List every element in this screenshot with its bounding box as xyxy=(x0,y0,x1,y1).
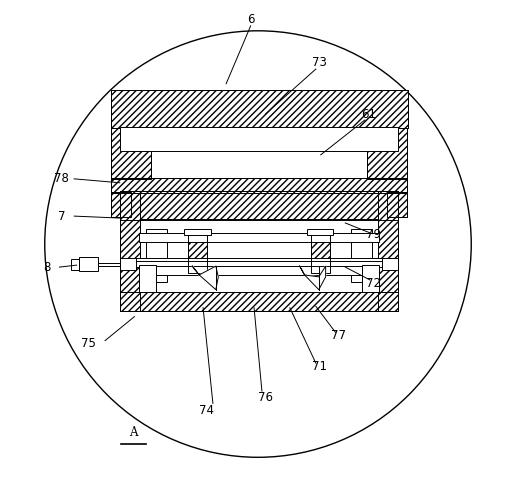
Bar xyxy=(120,191,140,311)
Bar xyxy=(140,219,378,291)
Bar xyxy=(146,229,167,282)
Bar xyxy=(120,291,398,311)
Text: 6: 6 xyxy=(247,13,254,26)
Bar xyxy=(111,90,408,128)
Bar xyxy=(388,192,407,217)
Bar xyxy=(362,265,379,291)
Bar xyxy=(378,191,398,311)
Bar xyxy=(139,266,379,275)
Bar xyxy=(111,192,131,217)
Bar xyxy=(367,128,407,179)
Bar xyxy=(111,178,407,193)
Bar xyxy=(120,291,398,311)
Bar xyxy=(79,257,98,271)
Text: 7: 7 xyxy=(58,210,66,223)
Bar xyxy=(111,128,151,179)
Bar xyxy=(120,259,398,267)
Bar xyxy=(388,192,407,217)
Bar xyxy=(311,233,330,274)
Bar xyxy=(139,265,156,291)
Text: 71: 71 xyxy=(312,360,327,373)
Bar xyxy=(311,233,330,274)
Bar xyxy=(111,192,131,217)
Text: 74: 74 xyxy=(199,404,214,417)
Text: 77: 77 xyxy=(331,329,346,342)
Bar xyxy=(111,128,151,179)
Bar xyxy=(71,259,79,270)
Bar xyxy=(120,258,136,270)
Bar xyxy=(351,229,372,282)
Bar xyxy=(120,127,398,151)
Bar xyxy=(184,229,211,235)
Text: A: A xyxy=(129,426,137,439)
Text: 8: 8 xyxy=(43,261,51,274)
Text: 75: 75 xyxy=(82,337,96,350)
Text: 73: 73 xyxy=(312,56,327,69)
Text: 79: 79 xyxy=(366,228,381,241)
Bar xyxy=(111,90,408,128)
Text: 78: 78 xyxy=(55,173,69,185)
Bar xyxy=(367,128,407,179)
Bar xyxy=(188,233,207,274)
Bar xyxy=(139,233,379,242)
Bar xyxy=(120,258,398,261)
Bar xyxy=(111,178,407,193)
Bar xyxy=(120,191,398,219)
Text: 72: 72 xyxy=(366,277,381,290)
Polygon shape xyxy=(192,266,218,290)
Polygon shape xyxy=(300,266,326,290)
Bar xyxy=(307,229,333,235)
Bar xyxy=(120,191,140,311)
Text: 76: 76 xyxy=(258,391,273,404)
Bar xyxy=(188,233,207,274)
Bar xyxy=(381,258,398,270)
Bar xyxy=(120,191,398,219)
Bar xyxy=(378,191,398,311)
Text: 61: 61 xyxy=(361,107,376,121)
